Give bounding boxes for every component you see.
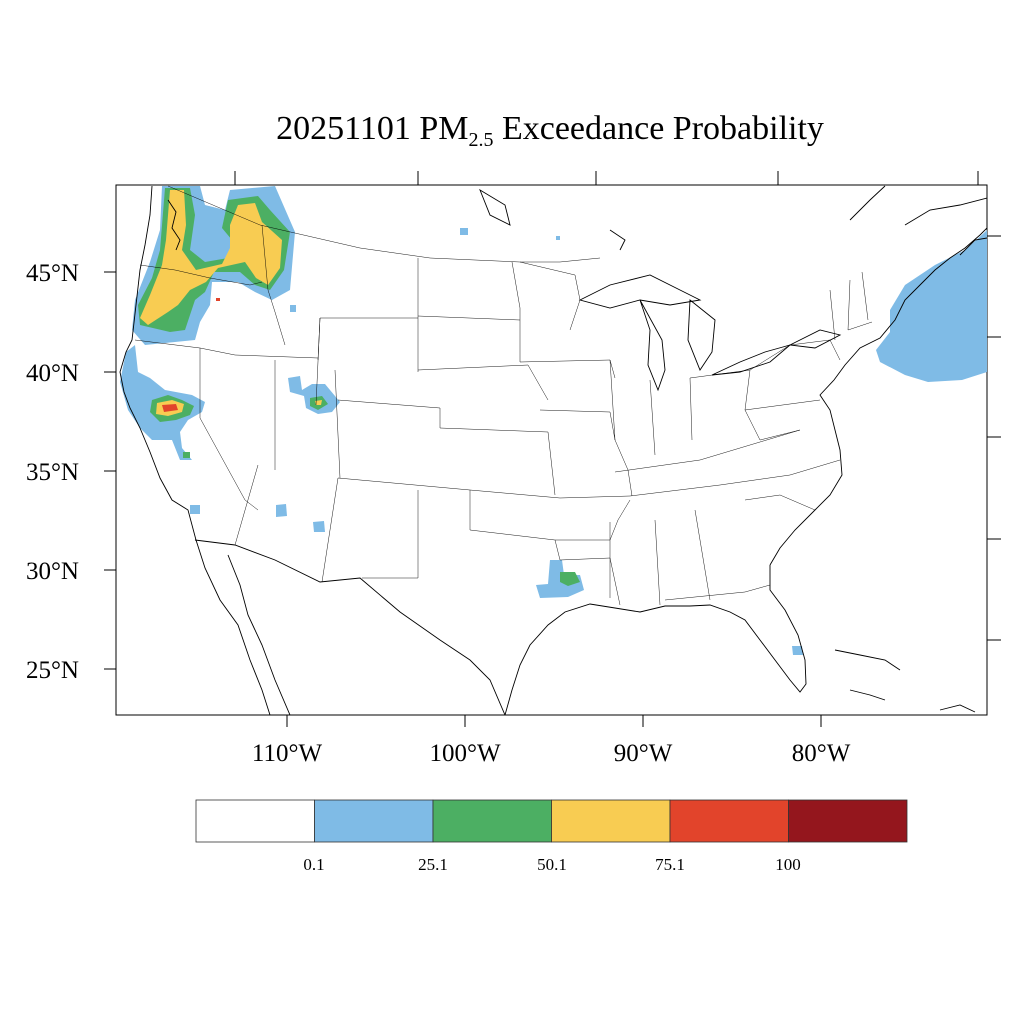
fill-blue-speck3: [290, 305, 296, 312]
map-layers: [119, 185, 987, 715]
fill-blue-fl: [792, 646, 803, 655]
state-boundaries: [134, 185, 873, 606]
legend-label-3: 75.1: [655, 855, 685, 874]
lon-label-110: 110°W: [252, 740, 323, 767]
title-species: PM: [419, 110, 469, 147]
legend-box-5: [788, 799, 908, 843]
fill-yellow-pnw: [140, 190, 282, 325]
legend-box-2: [432, 799, 552, 843]
fill-blue-az2: [313, 521, 325, 532]
legend-box-1: [314, 799, 434, 843]
latitude-labels: 45°N 40°N 35°N 30°N 25°N: [26, 260, 79, 684]
legend-colorbar: [195, 799, 908, 843]
legend-label-4: 100: [775, 855, 801, 874]
legend-box-3: [551, 799, 671, 843]
fill-green-la: [560, 572, 580, 586]
fill-green-speck: [183, 452, 190, 458]
lat-label-30: 30°N: [26, 558, 79, 585]
fill-red-pnw: [216, 298, 220, 301]
lon-label-80: 80°W: [792, 740, 851, 767]
fill-blue-ca-south: [190, 505, 200, 514]
lat-label-40: 40°N: [26, 360, 79, 387]
axis-ticks: [104, 171, 1001, 727]
fill-red-norcal: [162, 404, 178, 412]
fill-blue-az1: [276, 504, 287, 517]
lat-label-45: 45°N: [26, 260, 79, 287]
lon-label-90: 90°W: [614, 740, 673, 767]
legend-label-0: 0.1: [303, 855, 324, 874]
title-date: 20251101: [276, 110, 411, 147]
lat-label-25: 25°N: [26, 657, 79, 684]
figure-title: 20251101 PM2.5 Exceedance Probability: [0, 110, 1024, 152]
title-rest: Exceedance Probability: [501, 110, 824, 147]
lat-label-35: 35°N: [26, 459, 79, 486]
fill-blue-speck2: [556, 236, 560, 240]
longitude-labels: 110°W 100°W 90°W 80°W: [252, 740, 851, 767]
legend-labels: 0.1 25.1 50.1 75.1 100: [303, 855, 800, 874]
legend-label-2: 50.1: [537, 855, 567, 874]
lon-label-100: 100°W: [429, 740, 500, 767]
title-species-subscript: 2.5: [468, 129, 494, 151]
legend-box-4: [669, 799, 789, 843]
fill-blue-speck1: [460, 228, 468, 235]
coastlines: [119, 185, 987, 715]
fill-yellow-utah: [315, 400, 322, 405]
fill-blue-atlantic: [876, 230, 987, 382]
legend-box-0: [195, 799, 315, 843]
legend-label-1: 25.1: [418, 855, 448, 874]
